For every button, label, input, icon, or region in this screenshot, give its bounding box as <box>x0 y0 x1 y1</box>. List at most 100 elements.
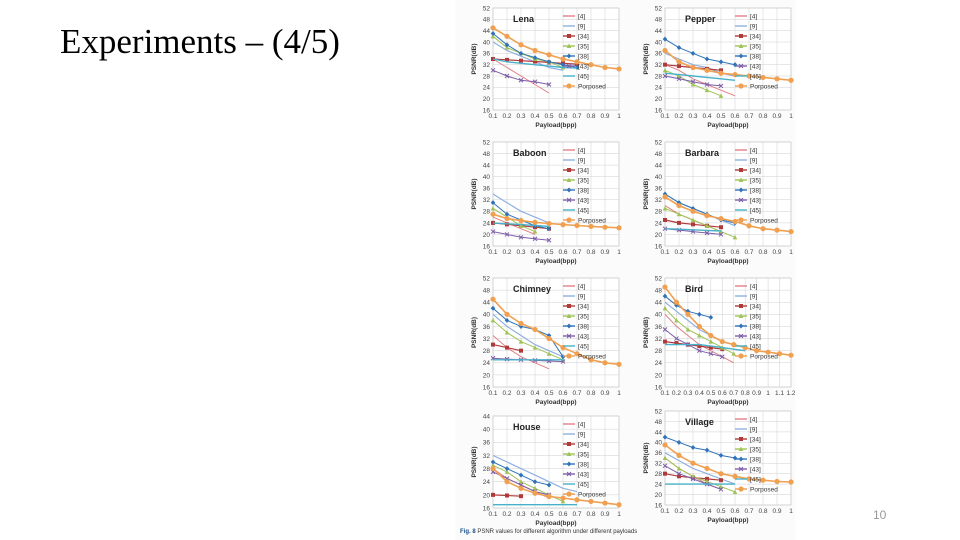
x-tick-label: 0.9 <box>600 511 609 518</box>
x-tick-label: 0.5 <box>716 113 725 120</box>
data-point <box>788 479 794 485</box>
x-tick-label: 0.9 <box>772 508 781 515</box>
legend-marker <box>738 43 744 48</box>
y-tick-label: 36 <box>483 51 491 58</box>
legend-label: [34] <box>578 441 589 448</box>
series-line-4 <box>664 64 736 97</box>
x-tick-label: 0.9 <box>752 390 761 397</box>
data-point <box>704 213 710 219</box>
y-tick-label: 16 <box>483 384 491 391</box>
data-point <box>490 459 496 465</box>
data-point <box>788 228 794 235</box>
x-tick-label: 0.8 <box>586 390 595 397</box>
y-tick-label: 44 <box>483 413 491 420</box>
series-line-45 <box>664 72 736 81</box>
data-point <box>532 47 538 54</box>
x-tick-label: 0.3 <box>683 390 692 397</box>
x-tick-label: 0.4 <box>702 249 711 256</box>
data-point <box>491 220 495 225</box>
y-axis-label: PSNR(dB) <box>471 317 478 348</box>
x-tick-label: 0.6 <box>718 390 727 397</box>
legend-marker <box>567 168 571 172</box>
data-point <box>662 284 668 290</box>
legend-label: [38] <box>578 461 589 468</box>
figure-caption-prefix: Fig. 8 <box>460 529 476 535</box>
x-tick-label: 0.1 <box>660 249 669 256</box>
legend-label: [43] <box>750 63 761 70</box>
x-axis-label: Payload(bpp) <box>535 258 576 265</box>
data-point <box>490 205 496 211</box>
data-point <box>732 489 738 494</box>
data-point <box>491 342 495 347</box>
chart-title: Pepper <box>685 14 716 24</box>
data-point <box>746 73 752 79</box>
y-tick-label: 40 <box>655 440 663 447</box>
x-tick-label: 0.7 <box>729 390 738 397</box>
legend-label: [43] <box>750 466 761 473</box>
legend-marker <box>738 83 744 89</box>
x-tick-label: 0.5 <box>544 249 553 256</box>
x-tick-label: 0.4 <box>530 390 539 397</box>
data-point <box>718 229 724 234</box>
x-tick-label: 0.3 <box>688 113 697 120</box>
data-point <box>708 314 714 320</box>
series-line-9 <box>492 41 564 71</box>
x-axis-label: Payload(bpp) <box>707 517 748 524</box>
x-tick-label: 0.6 <box>558 249 567 256</box>
data-point <box>602 360 608 366</box>
y-axis-label: PSNR(dB) <box>643 43 650 74</box>
data-point <box>719 68 723 73</box>
data-point <box>708 351 714 357</box>
legend-label: [43] <box>750 197 761 204</box>
x-tick-label: 0.1 <box>660 113 669 120</box>
data-point <box>788 352 794 358</box>
x-tick-label: 1 <box>789 113 793 120</box>
series-line-9 <box>492 313 564 358</box>
data-point <box>765 349 771 355</box>
data-point <box>708 345 713 350</box>
data-point <box>588 498 594 505</box>
y-tick-label: 44 <box>655 163 663 170</box>
x-tick-label: 0.4 <box>695 390 704 397</box>
data-point <box>760 226 766 232</box>
legend-label: Porposed <box>578 491 606 498</box>
series-line-4 <box>492 335 550 370</box>
data-point <box>532 236 538 242</box>
y-tick-label: 44 <box>483 300 491 307</box>
y-tick-label: 32 <box>483 62 491 69</box>
y-tick-label: 16 <box>483 243 491 250</box>
series-line-9 <box>492 193 550 224</box>
legend-label: [35] <box>578 451 589 458</box>
y-tick-label: 44 <box>655 429 663 436</box>
data-point <box>546 82 552 87</box>
x-tick-label: 0.1 <box>488 390 497 397</box>
x-axis-label: Payload(bpp) <box>535 399 576 406</box>
figure-caption-text: PSNR values for different algorithm unde… <box>477 529 638 535</box>
y-tick-label: 24 <box>483 85 491 92</box>
legend-label: [34] <box>578 167 589 174</box>
data-point <box>560 56 566 62</box>
y-tick-label: 48 <box>655 17 663 24</box>
legend-label: [34] <box>750 33 761 40</box>
x-tick-label: 0.9 <box>772 113 781 120</box>
series-line-porposed <box>664 444 792 483</box>
y-tick-label: 48 <box>483 17 491 24</box>
legend-label: [9] <box>578 431 585 438</box>
data-point <box>704 230 710 236</box>
series-line-35 <box>664 457 736 493</box>
y-tick-label: 28 <box>483 466 491 473</box>
data-point <box>560 498 566 504</box>
x-tick-label: 0.7 <box>572 390 581 397</box>
x-tick-label: 0.5 <box>544 390 553 397</box>
data-point <box>663 471 667 476</box>
data-point <box>533 59 537 64</box>
y-tick-label: 28 <box>483 348 491 355</box>
data-point <box>490 200 496 206</box>
data-point <box>490 31 496 36</box>
plot-area <box>492 7 620 111</box>
data-point <box>676 202 682 209</box>
data-point <box>504 311 510 317</box>
y-tick-label: 20 <box>483 96 491 103</box>
data-point <box>705 476 709 481</box>
